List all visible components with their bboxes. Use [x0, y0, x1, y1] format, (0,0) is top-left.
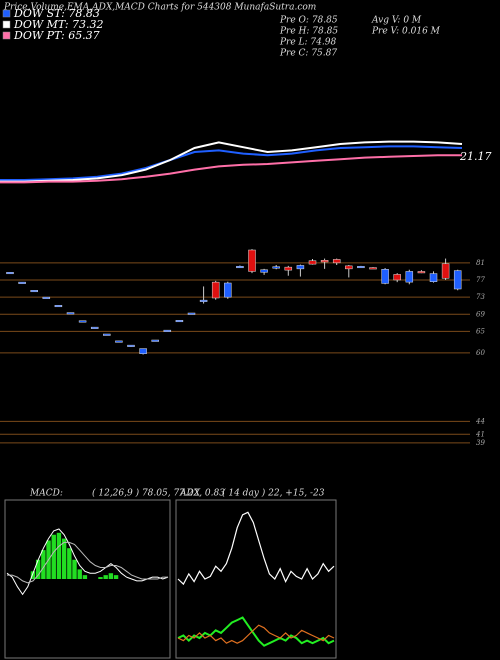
macd-subtitle: ( 12,26,9 ) 78.05, 77.22, 0.83: [92, 488, 225, 499]
stat: Pre C: 75.87: [279, 49, 337, 59]
candle-body: [78, 320, 87, 323]
adx-line: [177, 624, 335, 644]
adx-title: ADX: [179, 489, 201, 499]
stat: Pre H: 78.85: [279, 27, 338, 37]
y-tick-label: 41: [475, 430, 485, 438]
candle-body: [345, 265, 353, 270]
stat: Pre V: 0.016 M: [371, 27, 441, 37]
histogram-bar: [113, 575, 119, 579]
histogram-bar: [108, 573, 114, 579]
candle-body: [6, 272, 14, 275]
y-tick-label: 81: [476, 259, 485, 267]
candle-body: [381, 269, 389, 284]
candle-body: [441, 263, 450, 279]
macd-line: [7, 541, 168, 584]
histogram-bar: [67, 548, 72, 579]
macd-frame: [4, 499, 171, 659]
candle-body: [163, 329, 172, 332]
candle-body: [248, 249, 256, 272]
legend-swatch: [2, 9, 11, 18]
macd-title: MACD:: [29, 489, 63, 499]
histogram-bar: [72, 559, 77, 579]
ema-line: [0, 145, 463, 181]
ema-line: [0, 140, 463, 183]
candle-body: [296, 265, 305, 270]
candle-body: [54, 305, 63, 308]
y-tick-label: 77: [476, 276, 485, 284]
candle-body: [175, 320, 184, 323]
legend-label: DOW PT: 65.37: [13, 29, 100, 42]
candle-body: [211, 281, 220, 299]
candle-body: [405, 271, 414, 283]
ema-line: [0, 154, 462, 184]
y-tick-label: 44: [475, 417, 485, 425]
y-tick-label: 39: [476, 439, 485, 447]
candle-body: [284, 266, 293, 271]
adx-line: [177, 616, 335, 647]
y-tick-label: 65: [476, 327, 485, 335]
adx-frame: [175, 499, 337, 659]
histogram-bar: [56, 532, 62, 579]
candle-body: [103, 333, 111, 336]
histogram-bar: [35, 559, 41, 579]
histogram-bar: [77, 569, 82, 579]
candle-body: [357, 266, 365, 269]
stat: Avg V: 0 M: [371, 16, 422, 26]
candle-body: [224, 282, 232, 298]
candle-body: [332, 259, 341, 264]
histogram-bar: [41, 550, 46, 579]
chart-title: Price,Volume,EMA,ADX,MACD Charts for 544…: [3, 3, 316, 13]
candle-body: [115, 340, 123, 343]
candle-body: [453, 270, 462, 290]
candle-body: [369, 267, 377, 270]
candle-body: [393, 274, 401, 281]
histogram-bar: [98, 577, 103, 579]
candle-body: [199, 299, 208, 302]
y-tick-label: 73: [476, 293, 485, 301]
candle-body: [236, 266, 244, 269]
candle-body: [42, 296, 51, 299]
candle-body: [127, 344, 135, 347]
histogram-bar: [103, 575, 108, 579]
candle-body: [30, 290, 38, 293]
candle-body: [139, 348, 147, 354]
candle-body: [320, 260, 329, 263]
macd-line: [6, 528, 169, 596]
histogram-bar: [61, 538, 67, 579]
candle-body: [429, 273, 438, 282]
histogram-bar: [51, 534, 56, 579]
legend-label: DOW MT: 73.32: [13, 18, 104, 31]
legend-swatch: [2, 31, 11, 40]
candle-body: [90, 326, 99, 329]
candle-body: [272, 266, 280, 269]
candle-body: [417, 271, 426, 274]
candle-body: [260, 269, 268, 273]
y-tick-label: 60: [476, 349, 485, 357]
legend-swatch: [2, 20, 11, 29]
adx-line: [177, 511, 335, 586]
adx-subtitle: ( 14 day ) 22, +15, -23: [222, 488, 325, 499]
candle-body: [18, 281, 26, 284]
stat: Pre L: 74.98: [279, 38, 336, 48]
y-tick-label: 69: [476, 310, 485, 318]
annotation: 21.17: [459, 150, 492, 163]
candle-body: [308, 260, 317, 265]
candle-body: [151, 339, 159, 342]
histogram-bar: [30, 571, 36, 579]
histogram-bar: [82, 575, 88, 579]
stat: Pre O: 78.85: [279, 16, 338, 26]
legend-label: DOW ST: 78.83: [13, 7, 100, 20]
candle-body: [187, 312, 196, 315]
candle-body: [66, 312, 75, 315]
